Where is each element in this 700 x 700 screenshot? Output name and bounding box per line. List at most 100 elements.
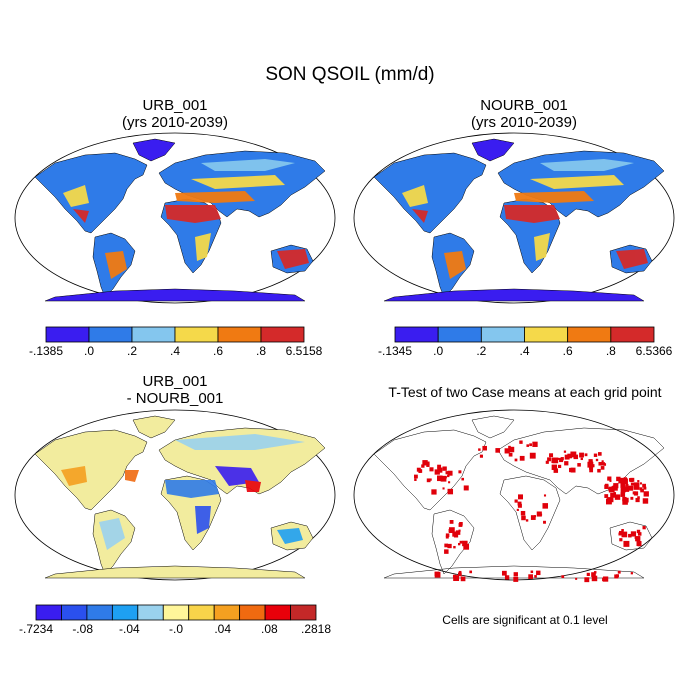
significant-cell bbox=[549, 454, 552, 457]
significant-cell bbox=[621, 528, 624, 532]
map-diff bbox=[14, 409, 336, 581]
colorbar-urb-label: .2 bbox=[127, 344, 137, 358]
significant-cell bbox=[620, 487, 626, 493]
significant-cell bbox=[458, 470, 462, 474]
significant-cell bbox=[563, 450, 567, 453]
colorbar-diff-label: .04 bbox=[214, 622, 231, 636]
significant-cell bbox=[519, 440, 523, 444]
colorbar-diff-box bbox=[290, 604, 317, 621]
significant-cell bbox=[620, 492, 626, 497]
significant-cell bbox=[463, 543, 470, 550]
significant-cell bbox=[533, 515, 537, 518]
significant-cell bbox=[545, 460, 549, 464]
significant-cell bbox=[508, 446, 515, 453]
significant-cell bbox=[608, 497, 614, 503]
colorbar-diff-label: -.08 bbox=[72, 622, 93, 636]
significant-cell bbox=[642, 526, 646, 530]
significant-cell bbox=[640, 488, 644, 493]
significant-cell bbox=[642, 483, 646, 488]
significant-cell bbox=[614, 494, 621, 500]
panel-diff-title: URB_001 - NOURB_001 bbox=[65, 373, 285, 407]
significant-cell bbox=[608, 487, 613, 492]
colorbar-diff-label: .08 bbox=[261, 622, 278, 636]
significant-cell bbox=[458, 570, 462, 574]
significant-cell bbox=[617, 570, 621, 574]
significant-cell bbox=[569, 467, 574, 473]
significant-cell bbox=[580, 457, 583, 461]
colorbar-nourb-box bbox=[480, 326, 525, 343]
significant-cell bbox=[508, 445, 511, 449]
colorbar-urb: -.1385 .0 .2 .4 .6 .8 6.5158 bbox=[29, 326, 323, 358]
significant-cell bbox=[634, 536, 637, 539]
colorbar-nourb-label: .8 bbox=[606, 344, 616, 358]
significant-cell bbox=[593, 571, 597, 574]
colorbar-diff-box bbox=[239, 604, 266, 621]
panel-nourb-title-line1: NOURB_001 bbox=[480, 97, 568, 114]
significant-cell bbox=[536, 570, 541, 576]
colorbar-diff-box bbox=[162, 604, 190, 621]
significant-cell bbox=[564, 461, 569, 466]
significant-cell bbox=[452, 531, 458, 537]
significant-cell bbox=[529, 443, 532, 447]
colorbar-urb-label: .6 bbox=[213, 344, 223, 358]
significant-cell bbox=[429, 467, 434, 472]
significant-cell bbox=[526, 444, 530, 447]
significant-cell bbox=[623, 477, 627, 481]
significant-cell bbox=[532, 441, 538, 447]
significant-cell bbox=[573, 454, 579, 460]
colorbar-diff-label: -.0 bbox=[169, 622, 183, 636]
significant-cell bbox=[445, 533, 450, 537]
significant-cell bbox=[623, 486, 630, 492]
significant-cell bbox=[536, 511, 542, 517]
significant-cell bbox=[529, 452, 536, 459]
colorbar-urb-box bbox=[217, 326, 262, 343]
significant-cell bbox=[521, 515, 526, 521]
colorbar-nourb-label: .4 bbox=[519, 344, 529, 358]
significant-cell bbox=[429, 478, 432, 481]
significant-cell bbox=[442, 487, 445, 490]
significant-cell bbox=[595, 458, 599, 462]
significant-cell bbox=[445, 471, 449, 475]
colorbar-urb-box bbox=[45, 326, 90, 343]
significant-cell bbox=[643, 486, 647, 490]
colorbar-urb-label: .4 bbox=[170, 344, 180, 358]
significant-cell bbox=[637, 532, 642, 536]
significant-cell bbox=[628, 533, 632, 538]
significant-cell bbox=[601, 462, 606, 466]
significant-cell bbox=[637, 496, 640, 499]
colorbar-diff: -.7234 -.08 -.04 -.0 .04 .08 .2818 bbox=[19, 604, 331, 636]
significant-cell bbox=[622, 499, 628, 505]
significant-cell bbox=[630, 531, 637, 537]
significant-cell bbox=[635, 497, 640, 503]
significant-cell bbox=[577, 463, 581, 467]
colorbar-nourb-label: .0 bbox=[433, 344, 443, 358]
significant-cell bbox=[419, 469, 423, 473]
significant-cell bbox=[575, 577, 578, 580]
significant-cell bbox=[528, 574, 533, 579]
significant-cell bbox=[426, 463, 430, 467]
significant-cell bbox=[557, 464, 562, 469]
colorbar-diff-label: -.04 bbox=[119, 622, 140, 636]
significant-cell bbox=[637, 480, 640, 483]
significant-cell bbox=[557, 457, 560, 460]
significant-cell bbox=[604, 494, 609, 498]
significant-cell bbox=[437, 475, 443, 482]
significant-cell bbox=[461, 477, 465, 481]
significant-cell bbox=[447, 470, 453, 476]
significant-cell bbox=[597, 468, 601, 473]
significant-cell bbox=[449, 520, 454, 524]
colorbar-diff-box bbox=[86, 604, 113, 621]
significant-cell bbox=[553, 468, 559, 473]
significant-cell bbox=[453, 575, 460, 582]
significant-cell bbox=[642, 498, 649, 504]
significant-cell bbox=[514, 458, 518, 462]
colorbar-diff-box bbox=[111, 604, 139, 621]
significant-cell bbox=[637, 543, 641, 547]
map-frame bbox=[353, 409, 675, 581]
colorbar-nourb-box bbox=[610, 326, 655, 343]
significant-cell bbox=[418, 470, 421, 473]
significant-cell bbox=[437, 464, 442, 469]
significant-cell bbox=[426, 461, 430, 465]
significant-cell bbox=[589, 465, 594, 470]
